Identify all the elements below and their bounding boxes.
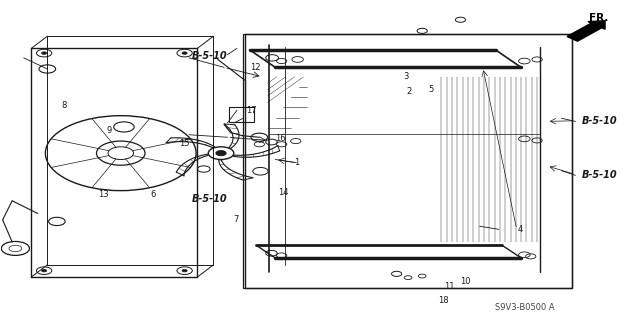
Text: 11: 11: [445, 282, 455, 291]
Text: B-5-10: B-5-10: [192, 194, 228, 204]
Text: B-5-10: B-5-10: [582, 170, 618, 180]
FancyArrow shape: [567, 21, 605, 41]
Text: 4: 4: [518, 225, 524, 234]
Circle shape: [42, 269, 47, 272]
Bar: [229, 107, 253, 122]
Text: 16: 16: [275, 134, 286, 143]
Text: B-5-10: B-5-10: [582, 116, 618, 126]
Text: 3: 3: [403, 72, 408, 81]
Text: 6: 6: [151, 190, 156, 199]
Text: 12: 12: [250, 63, 260, 72]
Circle shape: [182, 269, 187, 272]
Text: S9V3-B0500 A: S9V3-B0500 A: [495, 303, 554, 312]
Text: 9: 9: [106, 126, 111, 135]
Text: FR.: FR.: [589, 13, 609, 23]
Text: 1: 1: [294, 158, 300, 167]
Text: 13: 13: [99, 190, 109, 199]
Text: 8: 8: [61, 101, 67, 110]
Text: B-5-10: B-5-10: [192, 51, 228, 61]
Text: 15: 15: [179, 139, 190, 148]
Text: 18: 18: [438, 296, 449, 305]
Bar: [243, 34, 572, 288]
Circle shape: [216, 151, 226, 156]
Text: 17: 17: [246, 106, 257, 115]
Text: 5: 5: [429, 85, 434, 94]
Circle shape: [182, 52, 187, 54]
Text: 2: 2: [406, 87, 412, 96]
Bar: [244, 34, 572, 288]
Text: 14: 14: [278, 188, 289, 197]
Circle shape: [42, 52, 47, 54]
Text: 7: 7: [234, 215, 239, 224]
Text: 10: 10: [461, 277, 471, 286]
